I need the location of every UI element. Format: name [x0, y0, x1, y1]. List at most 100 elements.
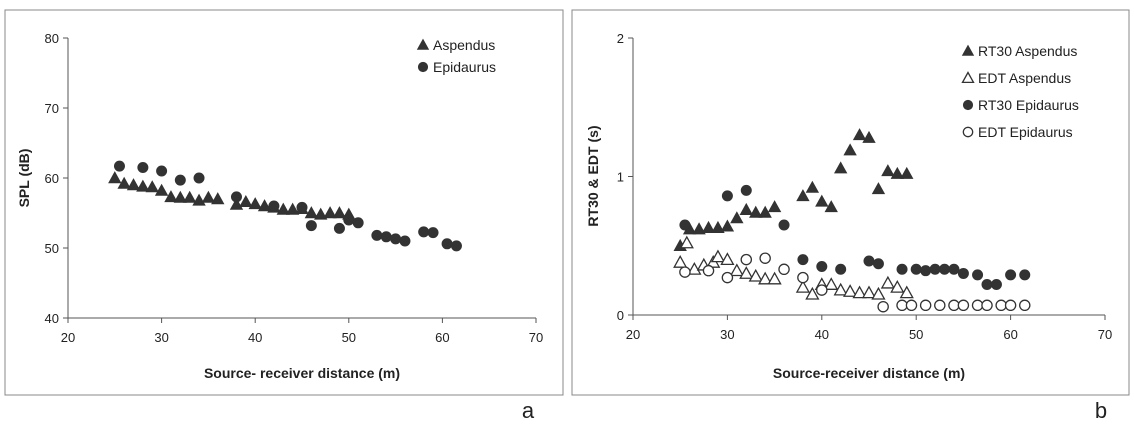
- data-point: [1019, 299, 1031, 312]
- data-point: [343, 214, 355, 226]
- data-point: [796, 189, 810, 202]
- x-tick-label-a: 20: [61, 330, 75, 345]
- data-point: [193, 172, 205, 184]
- data-point: [778, 263, 790, 276]
- data-point: [304, 206, 319, 219]
- legend-label-b-0: RT30 Aspendus: [978, 43, 1077, 59]
- data-point: [687, 261, 702, 275]
- data-point: [730, 211, 744, 224]
- data-point: [679, 266, 691, 278]
- data-point: [835, 263, 847, 275]
- data-point: [990, 279, 1002, 291]
- data-point: [896, 263, 908, 275]
- legend-label-b-1: EDT Aspendus: [978, 70, 1071, 86]
- data-point: [934, 299, 946, 312]
- x-tick-label-a: 70: [529, 330, 543, 345]
- legend-label-b-3: EDT Epidaurus: [978, 124, 1073, 140]
- data-point: [721, 271, 734, 284]
- legend-marker-b-1: [961, 71, 975, 84]
- data-point: [701, 220, 716, 233]
- data-point: [156, 165, 168, 177]
- data-point: [739, 266, 754, 279]
- series-b-2: [679, 184, 1031, 291]
- data-point: [740, 253, 753, 266]
- legend-marker-a-0: [416, 38, 430, 50]
- data-point: [268, 200, 280, 212]
- y-tick-label-b: 0: [617, 308, 624, 323]
- data-point: [758, 271, 773, 285]
- data-point: [679, 235, 694, 249]
- data-point: [749, 205, 763, 218]
- series-a-1: [113, 160, 462, 252]
- data-point: [948, 263, 960, 275]
- data-point: [767, 200, 782, 213]
- data-point: [371, 229, 383, 241]
- data-point: [739, 202, 753, 215]
- data-point: [154, 183, 169, 196]
- data-point: [816, 261, 828, 273]
- legend-label-a-1: Epidaurus: [433, 59, 496, 75]
- data-point: [981, 279, 993, 291]
- data-point: [981, 299, 993, 312]
- data-point: [805, 286, 820, 300]
- data-point: [929, 263, 941, 275]
- data-point: [201, 190, 216, 203]
- y-tick-label-b: 2: [617, 31, 624, 46]
- y-tick-label-a: 60: [45, 171, 59, 186]
- data-point: [427, 227, 439, 239]
- data-point: [285, 202, 300, 215]
- data-point: [957, 299, 970, 312]
- data-point: [824, 200, 838, 213]
- x-tick-label-b: 40: [815, 327, 829, 342]
- data-point: [1019, 269, 1031, 281]
- data-point: [920, 265, 932, 277]
- panel-b: 20 30 40 50 60 70 0 1 2 RT30 & EDT (s) Source-re…: [571, 9, 1130, 396]
- legend-marker-b-3: [962, 126, 974, 138]
- x-axis-title-a: Source- receiver distance (m): [204, 365, 400, 381]
- data-point: [450, 240, 462, 252]
- data-point: [702, 264, 715, 277]
- data-point: [957, 267, 969, 279]
- data-point: [174, 174, 186, 186]
- data-point: [164, 190, 178, 203]
- data-point: [905, 299, 918, 312]
- data-point: [211, 192, 225, 205]
- data-point: [872, 258, 884, 270]
- x-tick-label-a: 60: [435, 330, 449, 345]
- data-point: [257, 199, 272, 212]
- data-point: [380, 231, 392, 243]
- legend-a: Aspendus Epidaurus: [416, 37, 496, 75]
- data-point: [890, 166, 904, 179]
- data-point: [117, 176, 131, 189]
- panel-b-border: [571, 9, 1130, 396]
- data-point: [441, 238, 453, 250]
- data-point: [333, 222, 345, 234]
- data-point: [797, 271, 809, 284]
- data-point: [230, 191, 242, 203]
- data-point: [805, 180, 820, 193]
- data-point: [995, 299, 1007, 312]
- x-tick-label-a: 40: [248, 330, 262, 345]
- data-point: [740, 184, 752, 196]
- data-point: [833, 282, 848, 296]
- data-point: [276, 202, 290, 215]
- data-point: [113, 160, 125, 172]
- data-point: [710, 249, 726, 263]
- data-point: [314, 207, 328, 220]
- data-point: [896, 299, 908, 312]
- x-tick-label-b: 20: [626, 327, 640, 342]
- x-axis-title-b: Source-receiver distance (m): [773, 365, 965, 381]
- data-point: [861, 285, 877, 299]
- data-point: [815, 194, 829, 207]
- data-point: [721, 190, 733, 202]
- x-tick-label-b: 70: [1098, 327, 1112, 342]
- data-point: [248, 197, 262, 210]
- y-tick-label-a: 40: [45, 311, 59, 326]
- y-tick-label-a: 70: [45, 101, 59, 116]
- data-point: [390, 233, 402, 245]
- data-point: [1004, 299, 1017, 312]
- data-point: [767, 271, 782, 285]
- legend-label-a-0: Aspendus: [433, 37, 495, 53]
- series-b-0: [673, 128, 914, 251]
- y-tick-label-a: 50: [45, 241, 59, 256]
